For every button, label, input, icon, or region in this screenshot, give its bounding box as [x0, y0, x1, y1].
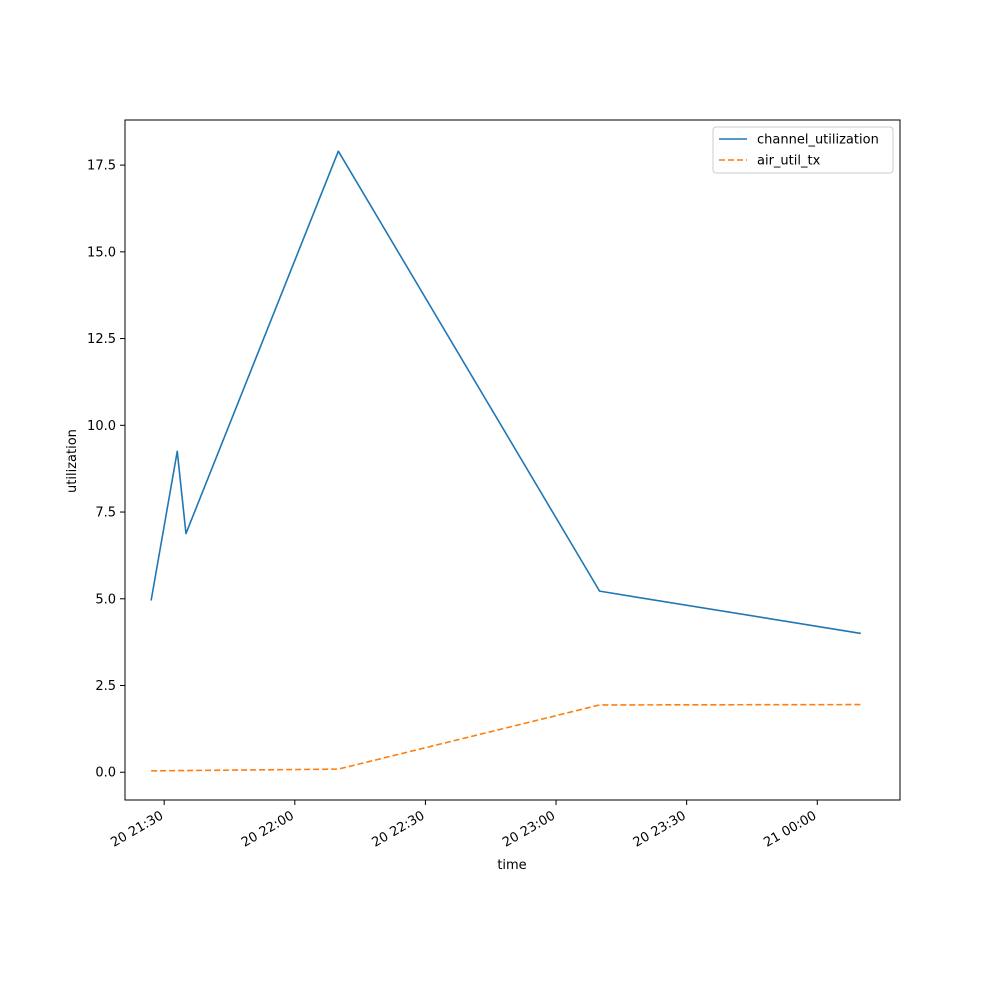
y-tick-label: 12.5 [87, 332, 116, 347]
legend-box [712, 126, 894, 174]
legend: channel_utilization air_util_tx [712, 126, 894, 174]
y-axis-label: utilization [65, 429, 80, 493]
y-tick-label: 5.0 [95, 592, 116, 607]
legend-label-channel-utilization: channel_utilization [757, 133, 879, 148]
y-tick-label: 0.0 [95, 766, 116, 781]
y-tick-label: 17.5 [87, 159, 116, 174]
x-axis-label: time [497, 858, 526, 873]
series-line-channel-utilization [150, 150, 861, 635]
series-line-air-util-tx [151, 703, 861, 772]
legend-label-air-util-tx: air_util_tx [757, 154, 821, 169]
y-tick-label: 7.5 [95, 506, 116, 521]
y-tick-label: 10.0 [87, 419, 116, 434]
y-axis: 0.0 2.5 5.0 7.5 10.0 12.5 15.0 17.5 [87, 159, 125, 781]
y-tick-label: 15.0 [87, 245, 116, 260]
plot-area-frame [124, 119, 901, 801]
y-tick-label: 2.5 [95, 679, 116, 694]
series-layer [150, 150, 861, 772]
